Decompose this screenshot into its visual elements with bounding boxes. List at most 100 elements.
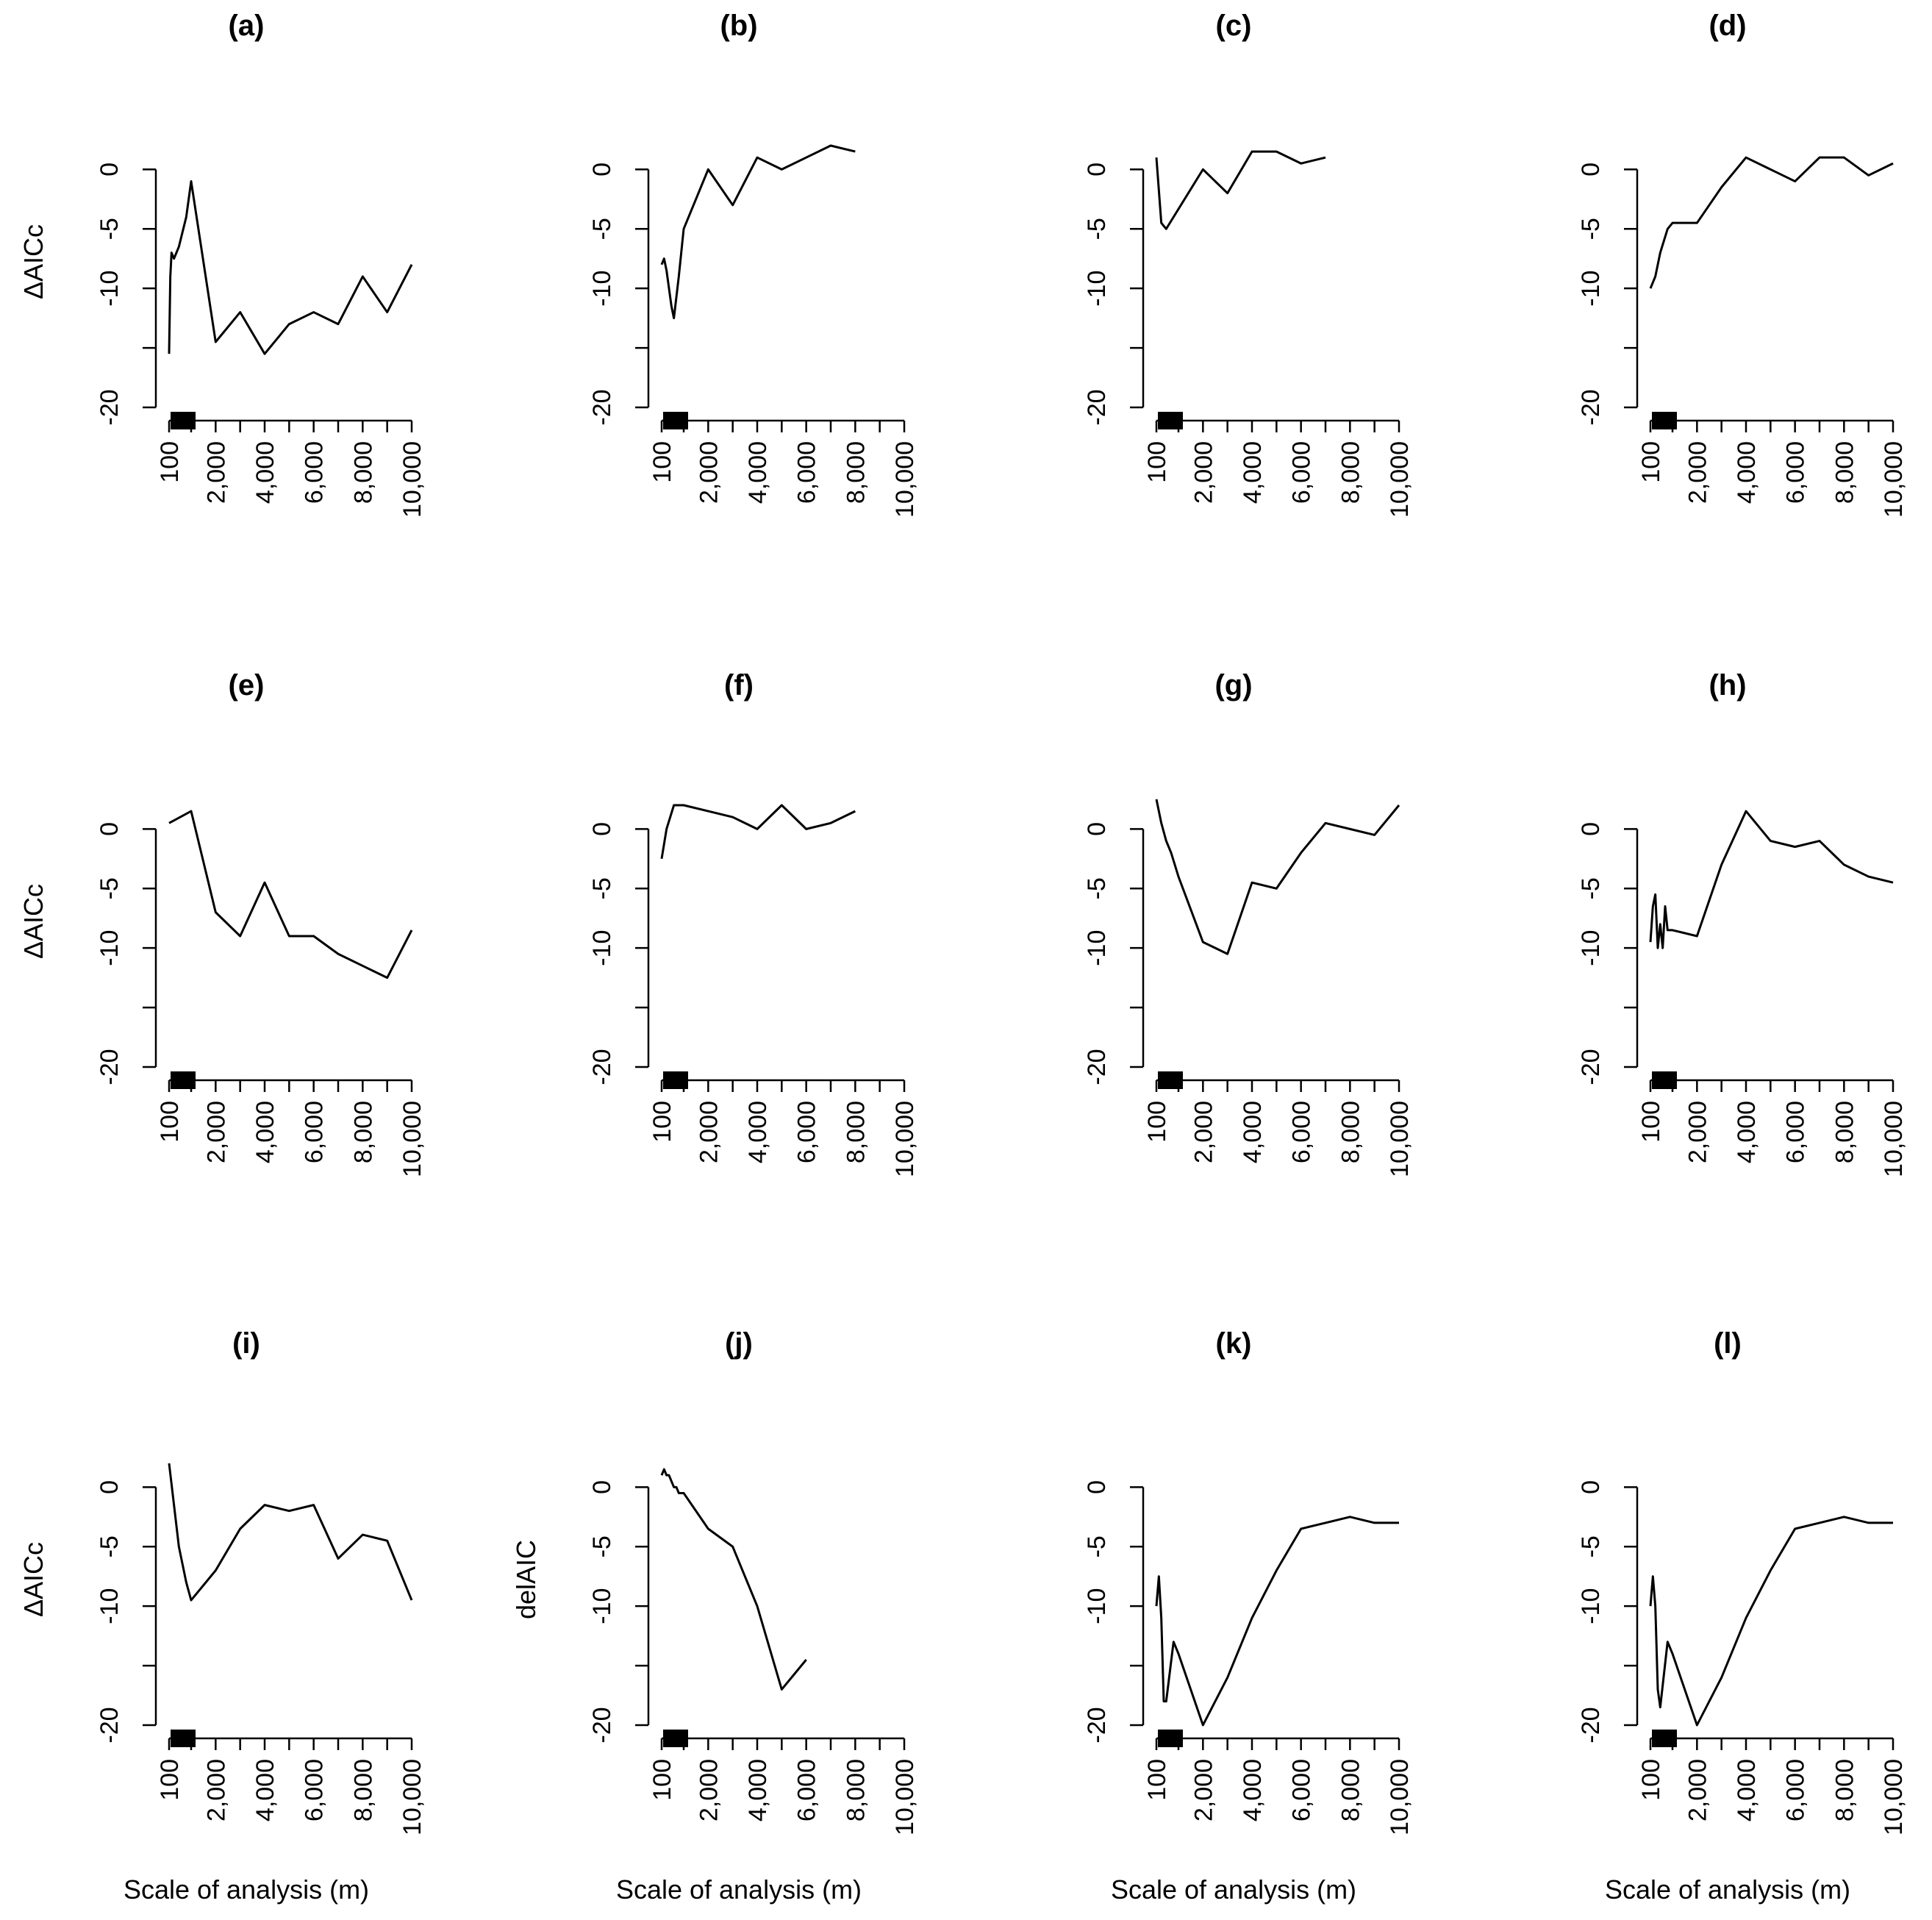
x-axis-label: Scale of analysis (m): [124, 1874, 369, 1905]
y-axis-label: ΔAICc: [18, 1542, 49, 1617]
x-tick-label: 100: [1143, 441, 1171, 483]
y-tick-label: -20: [1577, 1049, 1605, 1085]
x-axis-marker: [1652, 1730, 1677, 1747]
x-tick-label: 4,000: [744, 1101, 772, 1163]
y-tick-label: -10: [588, 271, 616, 307]
series-line-a: [168, 180, 413, 355]
y-tick-label: -5: [96, 877, 124, 899]
y-tick-label: -20: [1083, 389, 1111, 425]
y-tick-label: -10: [96, 930, 124, 966]
y-tick-label: -5: [96, 1535, 124, 1557]
y-tick-label: -5: [1577, 1535, 1605, 1557]
x-tick-label: 2,000: [1684, 441, 1711, 504]
x-axis-marker: [1158, 1730, 1183, 1747]
x-tick-label: 4,000: [1239, 1759, 1267, 1821]
y-tick-label: 0: [1083, 1480, 1111, 1494]
x-tick-label: 2,000: [202, 1759, 230, 1821]
panel-title-e: (e): [229, 669, 265, 702]
y-tick-label: -20: [96, 1707, 124, 1743]
series-line-k: [1155, 1516, 1399, 1727]
x-tick-label: 6,000: [1782, 1759, 1810, 1821]
y-tick-label: -20: [588, 1049, 616, 1085]
x-tick-label: 6,000: [1288, 441, 1316, 504]
panel-title-l: (l): [1714, 1327, 1742, 1360]
x-tick-label: 4,000: [744, 441, 772, 504]
x-tick-label: 2,000: [1684, 1759, 1711, 1821]
panel-title-a: (a): [229, 10, 265, 42]
series-line-e: [168, 810, 413, 979]
y-tick-label: -20: [1577, 1707, 1605, 1743]
x-tick-label: 8,000: [842, 441, 870, 504]
panel-title-d: (d): [1709, 10, 1746, 42]
x-tick-label: 4,000: [1239, 441, 1267, 504]
x-tick-label: 10,000: [1880, 1101, 1908, 1177]
x-axis-marker: [1652, 1071, 1677, 1089]
y-tick-label: -20: [96, 389, 124, 425]
x-tick-label: 10,000: [398, 441, 426, 518]
x-tick-label: 4,000: [1733, 441, 1761, 504]
x-tick-label: 100: [648, 1101, 676, 1143]
x-tick-label: 6,000: [301, 441, 329, 504]
y-tick-label: 0: [1577, 1480, 1605, 1494]
y-tick-label: -20: [1083, 1707, 1111, 1743]
x-tick-label: 100: [156, 441, 184, 483]
x-axis-marker: [171, 1071, 196, 1089]
series-line-l: [1649, 1516, 1893, 1727]
x-tick-label: 10,000: [891, 1759, 919, 1835]
series-line-g: [1155, 799, 1400, 955]
panel-title-j: (j): [725, 1327, 753, 1360]
panel-k: (k) 0 -5 -10 -20 100 2,000 4,000 6,000 8,000 10,00…: [1083, 1327, 1414, 1905]
x-axis-label: Scale of analysis (m): [616, 1874, 862, 1905]
panel-i: (i) 0 -5 -10 -20 ΔAICc 100 2,000 4,000 6,000 8,000…: [18, 1327, 426, 1905]
x-tick-label: 4,000: [251, 1101, 279, 1163]
series-line-d: [1649, 156, 1894, 289]
x-tick-label: 8,000: [1337, 1101, 1364, 1163]
y-tick-label: -5: [588, 877, 616, 899]
x-tick-label: 8,000: [1337, 1759, 1364, 1821]
x-tick-label: 8,000: [349, 441, 377, 504]
y-tick-label: 0: [96, 163, 124, 176]
x-axis-marker: [663, 1730, 688, 1747]
x-tick-label: 6,000: [793, 441, 821, 504]
x-tick-label: 100: [156, 1759, 184, 1801]
x-tick-label: 10,000: [1880, 441, 1908, 518]
panel-g: (g) 0 -5 -10 -20 100 2,000 4,000 6,000 8,000 10,00…: [1083, 669, 1414, 1177]
x-tick-label: 2,000: [202, 1101, 230, 1163]
x-tick-label: 10,000: [1386, 1101, 1414, 1177]
y-tick-label: -20: [588, 389, 616, 425]
y-tick-label: -20: [1577, 389, 1605, 425]
panel-h: (h) 0 -5 -10 -20 100 2,000 4,000 6,000 8,000 10,00…: [1577, 669, 1908, 1177]
x-tick-label: 6,000: [1782, 1101, 1810, 1163]
x-tick-label: 4,000: [1239, 1101, 1267, 1163]
y-tick-label: -20: [588, 1707, 616, 1743]
y-tick-label: 0: [1083, 163, 1111, 176]
panel-title-h: (h): [1709, 669, 1746, 702]
x-tick-label: 4,000: [251, 1759, 279, 1821]
panel-title-b: (b): [720, 10, 757, 42]
panel-title-f: (f): [724, 669, 754, 702]
y-tick-label: -5: [96, 218, 124, 240]
x-tick-label: 10,000: [1880, 1759, 1908, 1835]
x-tick-label: 8,000: [349, 1759, 377, 1821]
y-tick-label: -10: [96, 1588, 124, 1624]
y-tick-label: 0: [588, 822, 616, 836]
y-tick-label: -20: [96, 1049, 124, 1085]
panel-e: (e) 0 -5 -10 -20 ΔAICc 100 2,000 4,000 6,000 8,000…: [18, 669, 426, 1177]
y-tick-label: -10: [588, 1588, 616, 1624]
panel-l: (l) 0 -5 -10 -20 100 2,000 4,000 6,000 8,000 10,00…: [1577, 1327, 1908, 1905]
y-tick-label: 0: [96, 1480, 124, 1494]
series-line-b: [660, 144, 856, 320]
y-tick-label: -20: [1083, 1049, 1111, 1085]
x-axis-marker: [171, 1730, 196, 1747]
y-tick-label: -5: [588, 218, 616, 240]
x-tick-label: 100: [156, 1101, 184, 1143]
y-tick-label: 0: [1577, 163, 1605, 176]
x-tick-label: 2,000: [695, 441, 723, 504]
panel-c: (c) 0 -5 -10 -20 100 2,000 4,000 6,000 8,000 10,00…: [1083, 10, 1414, 518]
panel-title-g: (g): [1214, 669, 1252, 702]
x-tick-label: 100: [1637, 1101, 1665, 1143]
x-tick-label: 8,000: [1337, 441, 1364, 504]
panel-f: (f) 0 -5 -10 -20 100 2,000 4,000 6,000 8,000 10,00…: [588, 669, 919, 1177]
x-tick-label: 6,000: [301, 1101, 329, 1163]
